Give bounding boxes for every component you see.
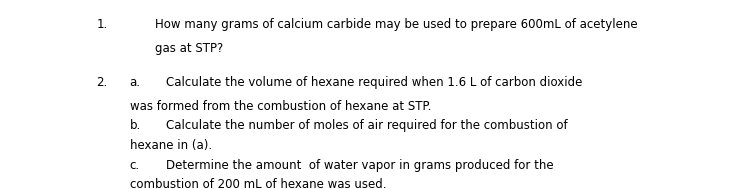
Text: hexane in (a).: hexane in (a). xyxy=(130,139,212,152)
Text: Calculate the number of moles of air required for the combustion of: Calculate the number of moles of air req… xyxy=(166,119,568,132)
Text: 1.: 1. xyxy=(96,18,107,31)
Text: How many grams of calcium carbide may be used to prepare 600mL of acetylene: How many grams of calcium carbide may be… xyxy=(155,18,638,31)
Text: combustion of 200 mL of hexane was used.: combustion of 200 mL of hexane was used. xyxy=(130,178,386,189)
Text: gas at STP?: gas at STP? xyxy=(155,42,223,55)
Text: Determine the amount  of water vapor in grams produced for the: Determine the amount of water vapor in g… xyxy=(166,159,554,172)
Text: b.: b. xyxy=(130,119,141,132)
Text: 2.: 2. xyxy=(96,76,107,89)
Text: Calculate the volume of hexane required when 1.6 L of carbon dioxide: Calculate the volume of hexane required … xyxy=(166,76,583,89)
Text: was formed from the combustion of hexane at STP.: was formed from the combustion of hexane… xyxy=(130,100,431,113)
Text: a.: a. xyxy=(130,76,141,89)
Text: c.: c. xyxy=(130,159,140,172)
